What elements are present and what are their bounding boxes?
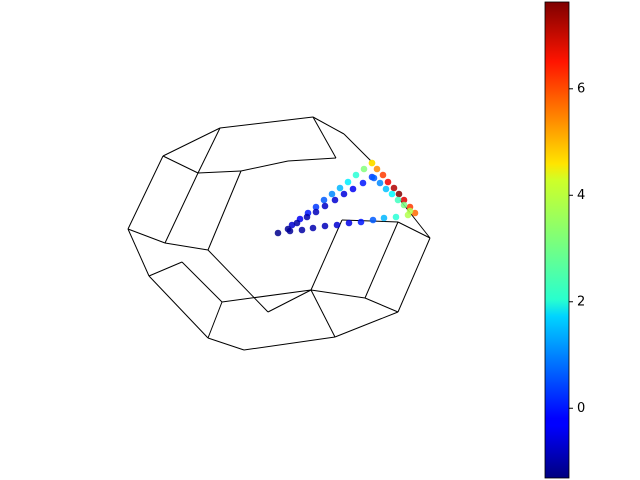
point: [336, 184, 344, 192]
point: [400, 196, 408, 204]
point: [328, 190, 336, 198]
point: [352, 171, 360, 179]
point: [345, 219, 353, 227]
point: [321, 202, 329, 210]
point: [394, 196, 402, 204]
point: [373, 165, 381, 173]
point: [286, 227, 294, 235]
point: [388, 190, 396, 198]
point: [331, 196, 339, 204]
point: [357, 218, 365, 226]
point: [369, 216, 377, 224]
point: [293, 219, 301, 227]
point: [384, 178, 392, 186]
colorbar-tick-label: 6: [577, 81, 585, 96]
point: [400, 201, 408, 209]
point: [360, 165, 368, 173]
point: [380, 214, 388, 222]
point: [340, 190, 348, 198]
point: [390, 184, 398, 192]
point: [359, 179, 367, 187]
point: [303, 213, 311, 221]
point: [344, 178, 352, 186]
colorbar-tick-label: 4: [577, 188, 585, 203]
colorbar-axis: 0 2 4 6: [569, 81, 585, 416]
point: [382, 185, 390, 193]
point: [368, 159, 376, 167]
point: [312, 208, 320, 216]
point: [370, 174, 378, 182]
point: [392, 213, 400, 221]
point: [379, 171, 387, 179]
point: [333, 221, 341, 229]
point: [404, 211, 412, 219]
colorbar-tick-label: 2: [577, 294, 585, 309]
point: [320, 196, 328, 204]
point: [312, 203, 320, 211]
point: [309, 224, 317, 232]
point: [321, 222, 329, 230]
scatter-points: [274, 159, 419, 237]
point: [274, 229, 282, 237]
point: [298, 226, 306, 234]
point: [288, 221, 296, 229]
point: [411, 209, 419, 217]
colorbar-tick-label: 0: [577, 401, 585, 416]
point: [349, 185, 357, 193]
point: [376, 179, 384, 187]
colorbar: [544, 1, 570, 479]
point: [395, 190, 403, 198]
